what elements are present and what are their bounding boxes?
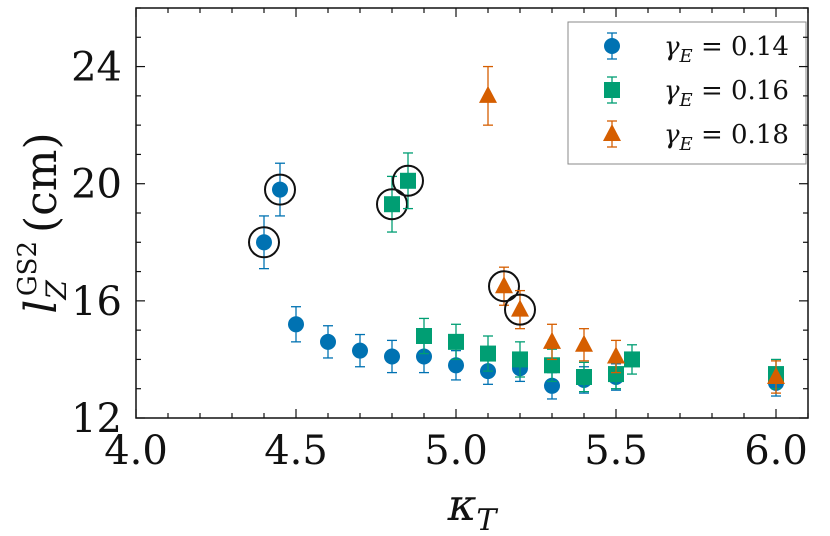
data-point-square [480,345,496,362]
data-point-circle [320,333,336,350]
data-point-circle [256,234,272,251]
data-point-square [400,172,416,189]
axes: 4.0 4.5 5.0 5.5 6.0 12 16 20 24 κT lZGS2(cm) [13,7,809,536]
data-point-circle [416,348,432,365]
data-point-circle [352,342,368,359]
data-point-square [624,351,640,368]
highlight-circle [248,226,280,259]
data-point-square [576,369,592,385]
data-point-square [416,328,432,344]
y-axis-title: lZGS2(cm) [13,132,73,313]
y-tick-label: 24 [71,45,122,91]
legend-marker-circle [604,38,620,54]
data-point-square [512,351,528,368]
x-tick-label: 6.0 [744,428,808,474]
series-circle [248,162,784,400]
data-point-triangle [575,334,593,352]
x-tick-label: 5.0 [424,428,488,474]
data-point-square [544,357,560,374]
x-tick-label: 4.0 [104,428,168,474]
data-point-circle [384,348,400,365]
data-point-circle [272,181,288,198]
legend-marker-square [604,82,620,98]
highlight-circle [488,270,520,303]
legend-label: γE = 0.16 [664,76,789,111]
x-tick-label: 5.5 [584,428,648,474]
data-point-triangle [511,299,529,317]
data-point-triangle [479,85,497,103]
y-tick-label: 16 [71,279,122,325]
data-point-square [384,196,400,213]
x-tick-label: 4.5 [264,428,328,474]
series-square [376,152,784,393]
legend: γE = 0.14 γE = 0.16 γE = 0.18 [567,21,807,165]
data-point-triangle [767,367,785,384]
data-layer [248,65,785,400]
highlight-circle [504,293,536,326]
data-point-square [608,366,624,383]
data-point-circle [288,316,304,333]
highlight-circle [264,173,296,206]
data-point-circle [448,357,464,374]
legend-label: γE = 0.18 [664,120,789,155]
highlight-circle [376,188,408,221]
data-point-triangle [607,346,625,364]
legend-marker-triangle [603,124,621,141]
legend-label: γE = 0.14 [664,32,789,67]
y-tick-label: 20 [71,162,122,208]
data-point-triangle [543,331,561,349]
series-triangle [479,65,785,394]
x-axis-title: κT [447,480,499,536]
y-tick-label: 12 [71,396,122,442]
data-point-square [448,333,464,350]
data-point-triangle [495,276,513,294]
highlight-circle [392,164,424,197]
